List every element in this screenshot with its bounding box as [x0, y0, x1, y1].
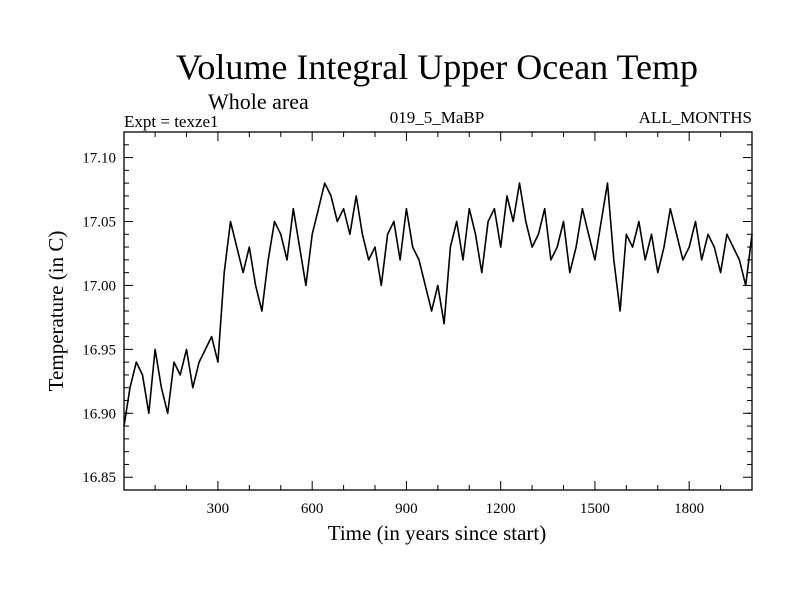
chart-subtitle: Whole area [208, 89, 309, 114]
plot-area [123, 131, 753, 491]
y-axis: 16.85 16.90 16.95 17.00 17.05 17.10 [82, 144, 752, 486]
y-tick-label: 17.05 [82, 215, 116, 231]
x-tick-label: 1800 [674, 501, 704, 517]
y-tick-label: 17.10 [82, 151, 116, 167]
experiment-label: Expt = texze1 [124, 112, 219, 131]
y-tick-label: 16.90 [82, 406, 116, 422]
x-tick-label: 1500 [580, 501, 610, 517]
x-axis-label: Time (in years since start) [328, 521, 547, 545]
y-axis-label: Temperature (in C) [44, 231, 68, 392]
x-tick-label: 1200 [486, 501, 516, 517]
y-tick-label: 16.85 [82, 470, 116, 486]
months-label: ALL_MONTHS [639, 108, 752, 127]
x-tick-label: 600 [301, 501, 324, 517]
x-axis: 300 600 900 1200 1500 1800 [154, 132, 722, 517]
y-tick-label: 17.00 [82, 278, 116, 294]
y-tick-label: 16.95 [82, 342, 116, 358]
series-line [123, 182, 753, 427]
plot-frame [123, 131, 753, 491]
x-tick-label: 300 [207, 501, 230, 517]
run-label: 019_5_MaBP [390, 108, 484, 127]
x-tick-label: 900 [395, 501, 418, 517]
chart-title: Volume Integral Upper Ocean Temp [176, 47, 698, 87]
